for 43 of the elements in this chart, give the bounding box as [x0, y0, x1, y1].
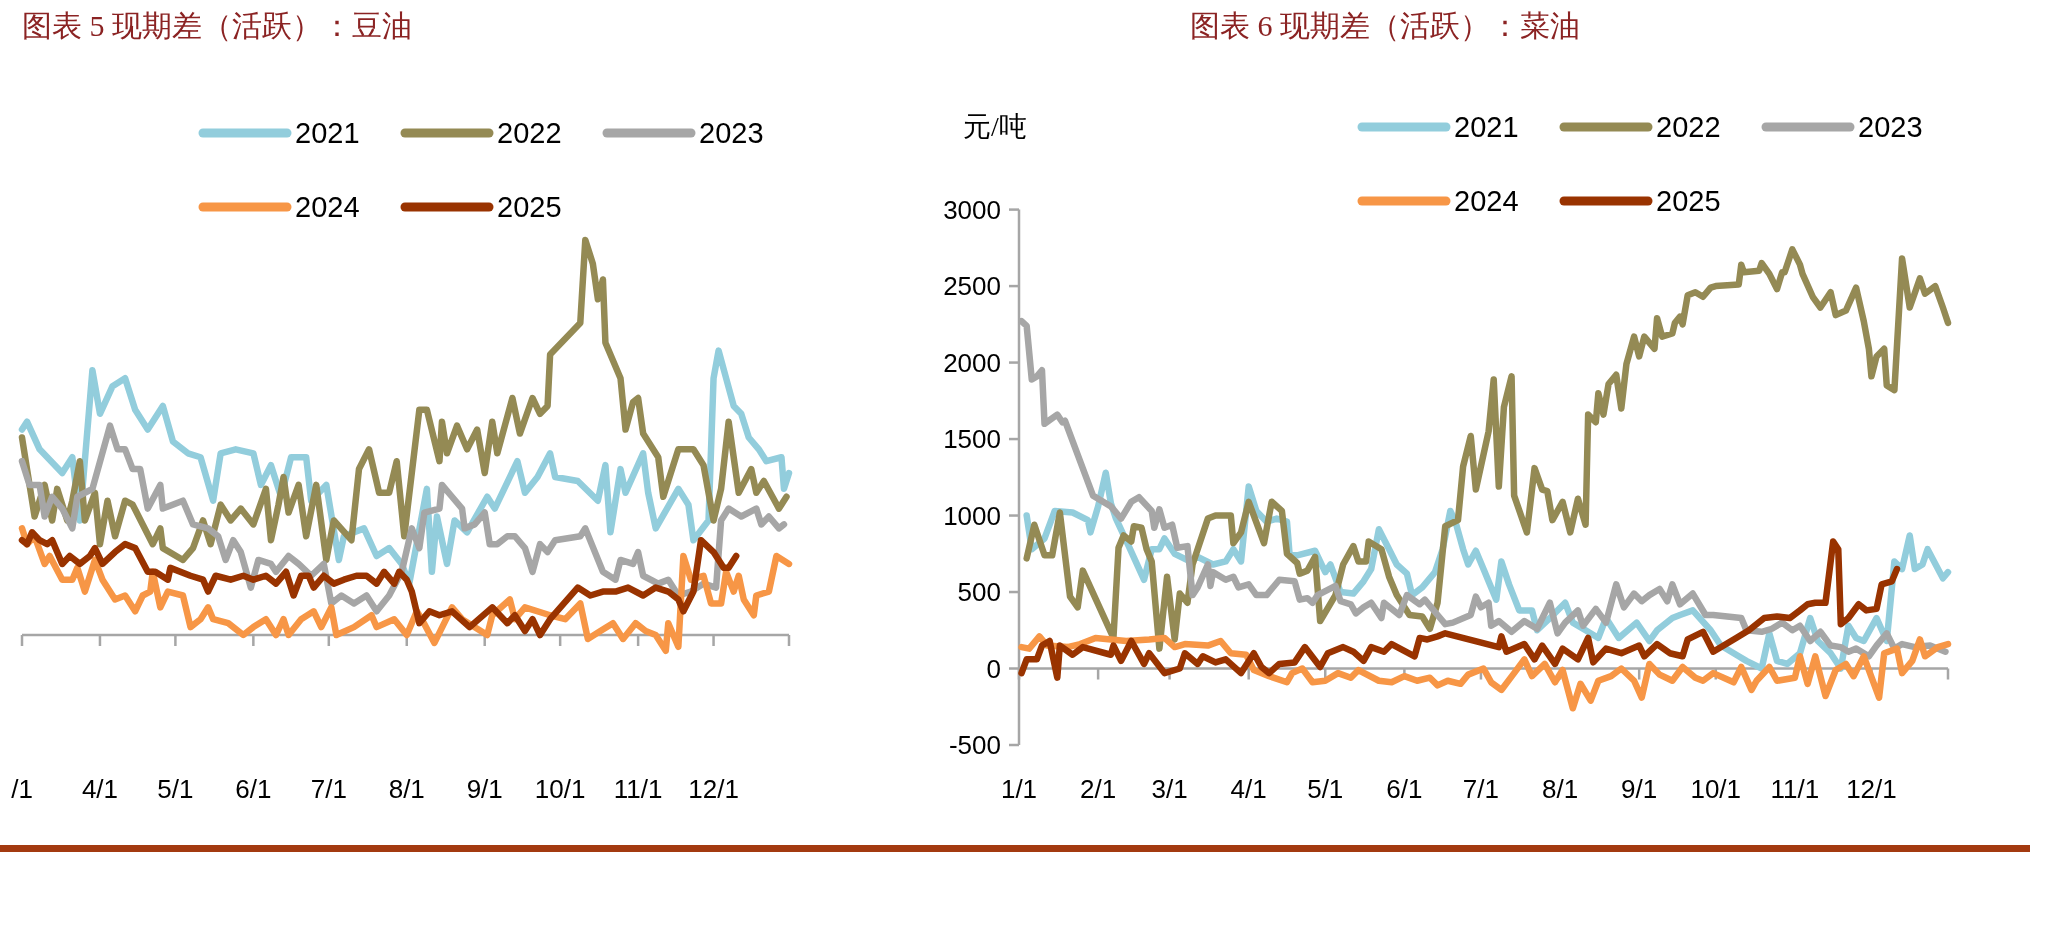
y-tick-label: 1500 [943, 424, 1001, 455]
y-tick-label: -500 [948, 730, 1001, 760]
ylabel: 元/吨 [963, 111, 1027, 142]
x-tick-label: 11/1 [1770, 774, 1820, 804]
x-tick-label: 7/1 [1462, 774, 1500, 804]
legend-label: 2022 [1656, 111, 1721, 143]
y-tick-label: 500 [957, 577, 1001, 608]
x-tick-label: 12/1 [688, 774, 739, 804]
y-tick-label: 2000 [943, 347, 1001, 378]
y-tick-label: 0 [986, 653, 1001, 684]
y-tick-label: 1000 [943, 500, 1001, 531]
legend-label: 2025 [1656, 185, 1721, 217]
x-tick-label: 9/1 [1621, 774, 1658, 804]
y-tick-label: 3000 [943, 194, 1001, 225]
x-tick-label: 6/1 [235, 774, 272, 804]
x-tick-label: 12/1 [1846, 774, 1897, 804]
legend-label: 2022 [497, 117, 562, 149]
legend-label: 2024 [1454, 185, 1519, 217]
x-tick-label: 8/1 [1541, 774, 1579, 804]
legend-label: 2021 [1454, 111, 1519, 143]
legend-label: 2025 [497, 191, 562, 223]
x-tick-label: 10/1 [534, 774, 586, 804]
x-tick-label: 5/1 [157, 774, 194, 804]
title: 图表 5 现期差（活跃）：豆油 [22, 9, 412, 42]
x-tick-label: 4/1 [81, 774, 119, 804]
x-tick-label: /1 [11, 774, 33, 804]
legend-label: 2023 [1858, 111, 1923, 143]
legend-label: 2024 [295, 191, 360, 223]
x-tick-label: 8/1 [388, 774, 425, 804]
x-tick-label: 5/1 [1307, 774, 1344, 804]
x-tick-label: 11/1 [613, 774, 663, 804]
x-tick-label: 9/1 [466, 774, 503, 804]
x-tick-label: 10/1 [1690, 774, 1742, 804]
x-tick-label: 7/1 [310, 774, 347, 804]
legend-label: 2023 [699, 117, 764, 149]
y-tick-label: 2500 [943, 271, 1001, 302]
title: 图表 6 现期差（活跃）：菜油 [1190, 9, 1580, 42]
x-tick-label: 1/1 [1000, 774, 1038, 804]
x-tick-label: 2/1 [1080, 774, 1117, 804]
x-tick-label: 3/1 [1151, 774, 1188, 804]
x-tick-label: 6/1 [1386, 774, 1423, 804]
legend-label: 2021 [295, 117, 360, 149]
x-tick-label: 4/1 [1230, 774, 1267, 804]
